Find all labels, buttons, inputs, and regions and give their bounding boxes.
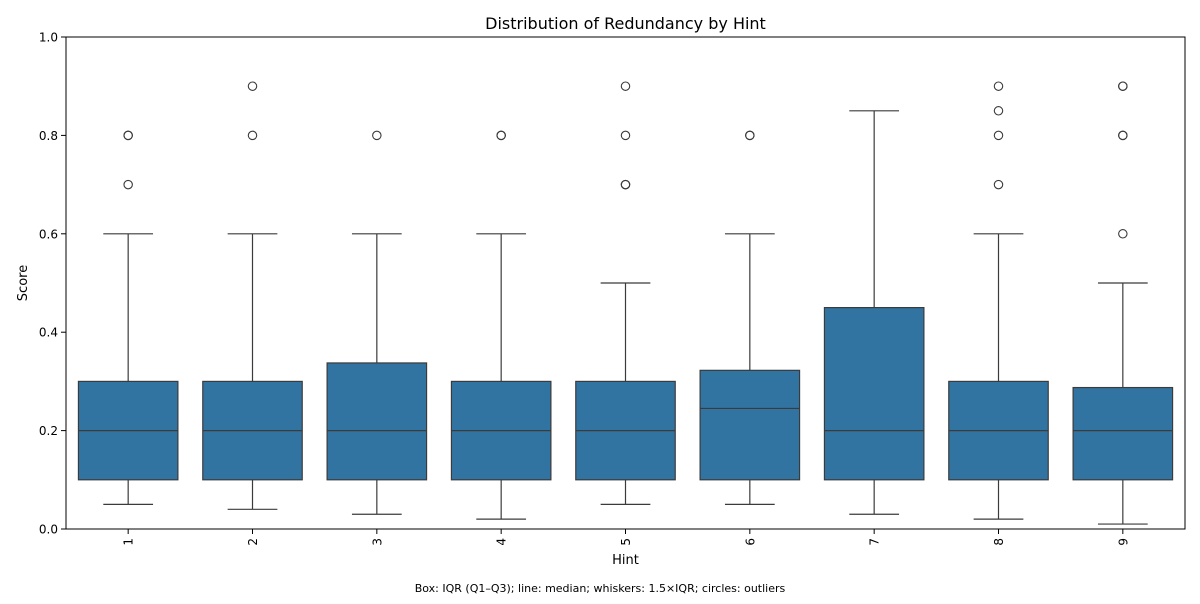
x-tick-label: 4	[495, 538, 509, 546]
chart-footnote: Box: IQR (Q1–Q3); line: median; whiskers…	[414, 582, 786, 595]
outlier-point	[247, 81, 258, 91]
outlier-point	[123, 130, 133, 141]
outlier-point	[1118, 229, 1128, 239]
x-tick-label: 9	[1116, 538, 1130, 546]
y-tick-label: 0.8	[39, 129, 58, 143]
outlier-point	[993, 130, 1004, 141]
y-tick-label: 0.6	[39, 227, 58, 241]
x-tick-label: 3	[370, 538, 384, 546]
iqr-box	[699, 369, 801, 481]
y-tick-label: 0.0	[39, 523, 58, 537]
iqr-box	[326, 362, 428, 481]
outlier-point	[993, 81, 1004, 91]
x-axis-label: Hint	[612, 553, 639, 568]
x-tick-label: 2	[246, 538, 260, 546]
outlier-point	[745, 130, 755, 141]
outlier-point	[1118, 81, 1128, 91]
outlier-point	[247, 130, 258, 141]
chart-title: Distribution of Redundancy by Hint	[485, 14, 766, 33]
outlier-point	[372, 130, 382, 141]
iqr-box	[823, 307, 925, 481]
outlier-point	[620, 130, 631, 141]
x-tick-label: 5	[619, 538, 633, 546]
outlier-point	[620, 81, 631, 91]
y-axis-label: Score	[16, 265, 31, 301]
outlier-point	[123, 179, 133, 190]
outlier-point	[1118, 130, 1128, 141]
outlier-point	[620, 179, 631, 190]
y-tick-label: 0.4	[39, 326, 58, 340]
x-tick-label: 7	[868, 538, 882, 546]
plot-area: 0.0 0.2 0.4 0.6 0.8 1.0 1 2 3 4 5 6 7 8 9	[39, 31, 1186, 546]
x-tick-label: 6	[743, 538, 757, 546]
x-tick-label: 8	[992, 538, 1006, 546]
x-tick-label: 1	[122, 538, 136, 546]
iqr-box	[1072, 386, 1174, 481]
y-tick-label: 1.0	[39, 31, 58, 45]
outlier-point	[993, 106, 1004, 116]
outlier-point	[496, 130, 506, 141]
y-tick-label: 0.2	[39, 424, 58, 438]
outlier-point	[993, 179, 1004, 190]
